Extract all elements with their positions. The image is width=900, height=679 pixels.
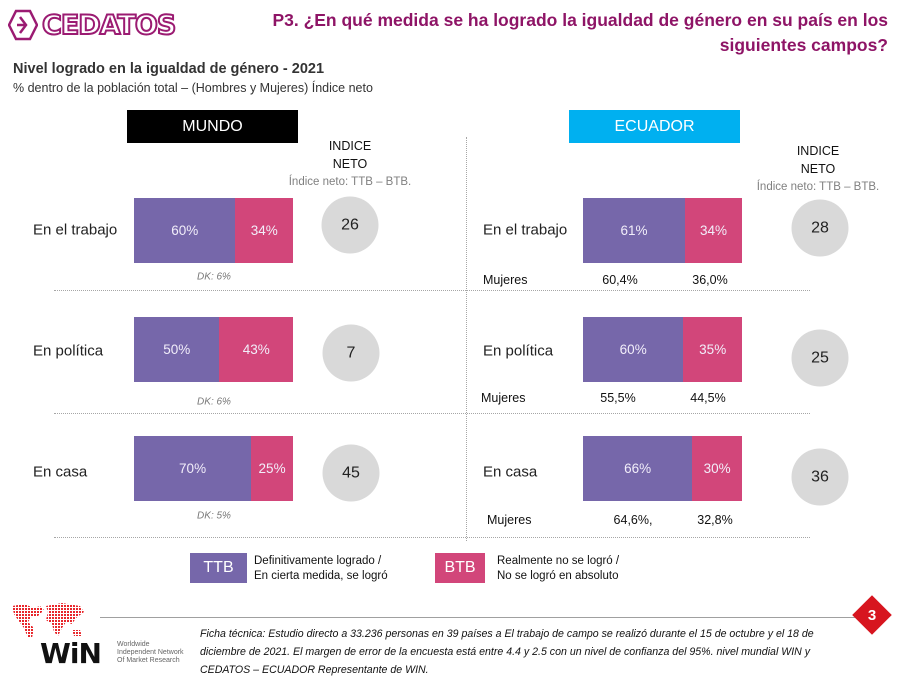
legend-text-line1: Definitivamente logrado /: [254, 555, 382, 567]
stacked-bar: 60 35: [583, 317, 742, 382]
bar-segment-btb: 34: [685, 198, 742, 263]
bar-label-ttb: 70: [179, 461, 206, 476]
category-label: En casa: [483, 463, 538, 481]
bar-label-ttb: 60: [620, 342, 647, 357]
net-index-circle: 7: [322, 324, 380, 382]
mujeres-btb-value: 32,8%: [697, 513, 733, 527]
category-label: En política: [33, 342, 104, 360]
mujeres-ttb-value: 60,4%: [602, 273, 638, 287]
net-index-circle: 36: [791, 448, 849, 506]
technical-note-line1: Ficha técnica: Estudio directo a 33.236 …: [200, 628, 814, 640]
win-logo-subtitle: Worldwide Independent Network Of Market …: [117, 641, 184, 664]
mujeres-btb-value: 36,0%: [692, 273, 728, 287]
category-label: En casa: [33, 463, 88, 481]
technical-note: Ficha técnica: Estudio directo a 33.236 …: [200, 625, 890, 679]
index-header-ecuador: INDICE NETO Índice neto: TTB – BTB.: [738, 142, 898, 196]
stacked-bar: 60 34: [134, 198, 293, 263]
category-label: En el trabajo: [483, 221, 568, 239]
technical-note-line3: CEDATOS – ECUADOR Representante de WIN.: [200, 664, 429, 676]
row-separator: [54, 413, 810, 414]
index-note: Índice neto: TTB – BTB.: [288, 176, 412, 188]
category-label: En el trabajo: [33, 221, 118, 239]
dk-note: DK: 6%: [197, 271, 231, 283]
legend-text-line1: Realmente no se logró /: [497, 555, 620, 567]
index-title-line1: INDICE: [328, 139, 372, 153]
mujeres-ttb-value: 55,5%: [600, 391, 636, 405]
chart-description: % dentro de la población total – (Hombre…: [13, 81, 373, 95]
row-separator: [54, 537, 810, 538]
panel-header-mundo: MUNDO: [127, 110, 298, 143]
row-separator: [54, 290, 810, 291]
mujeres-label: Mujeres: [483, 273, 528, 287]
win-logo: WiN: [40, 637, 102, 670]
bar-label-ttb: 60: [171, 223, 198, 238]
question-title-line2: siguientes campos?: [719, 35, 888, 55]
footer-divider: [100, 617, 860, 618]
index-header-mundo: INDICE NETO Índice neto: TTB – BTB.: [270, 137, 430, 191]
mujeres-btb-value: 44,5%: [690, 391, 726, 405]
legend-text-line2: En cierta medida, se logró: [254, 570, 388, 582]
bar-segment-btb: 43: [219, 317, 293, 382]
legend-swatch-ttb: TTB: [190, 553, 247, 583]
category-label: En política: [483, 342, 554, 360]
index-title-line2: NETO: [332, 157, 368, 171]
legend-text-line2: No se logró en absoluto: [497, 570, 619, 582]
bar-segment-btb: 35: [683, 317, 742, 382]
index-note: Índice neto: TTB – BTB.: [756, 181, 880, 193]
bar-label-btb: 34: [700, 223, 727, 238]
bar-label-btb: 30: [704, 461, 731, 476]
question-title-line1: P3. ¿En qué medida se ha logrado la igua…: [272, 10, 888, 30]
bar-segment-ttb: 60: [134, 198, 236, 263]
bar-segment-btb: 30: [692, 436, 742, 501]
cedatos-hexagon-icon: [8, 9, 38, 41]
index-title-line2: NETO: [800, 162, 836, 176]
page-number: 3: [867, 606, 877, 624]
mujeres-label: Mujeres: [487, 513, 532, 527]
stacked-bar: 66 30: [583, 436, 742, 501]
net-index-circle: 25: [791, 329, 849, 387]
dk-note: DK: 6%: [197, 396, 231, 408]
dk-note: DK: 5%: [197, 510, 231, 522]
bar-segment-ttb: 61: [583, 198, 686, 263]
bar-segment-ttb: 50: [134, 317, 220, 382]
index-title-line1: INDICE: [796, 144, 840, 158]
net-index-circle: 45: [322, 444, 380, 502]
cedatos-logo-text: CEDATOS: [41, 9, 177, 41]
bar-label-btb: 25: [259, 461, 286, 476]
bar-label-ttb: 61: [621, 223, 648, 238]
bar-segment-ttb: 66: [583, 436, 693, 501]
mujeres-ttb-value: 64,6%,: [613, 513, 653, 527]
bar-segment-ttb: 60: [583, 317, 684, 382]
legend-swatch-btb: BTB: [435, 553, 485, 583]
bar-label-btb: 35: [699, 342, 726, 357]
chart-title: Nivel logrado en la igualdad de género -…: [13, 61, 325, 77]
panel-header-ecuador: ECUADOR: [569, 110, 740, 143]
cedatos-logo: CEDATOS: [8, 7, 178, 43]
bar-label-ttb: 50: [163, 342, 190, 357]
bar-segment-btb: 25: [251, 436, 293, 501]
bar-label-btb: 43: [243, 342, 270, 357]
panel-separator: [466, 137, 467, 541]
legend-text-btb: Realmente no se logró / No se logró en a…: [497, 554, 619, 584]
mujeres-label: Mujeres: [481, 391, 526, 405]
bar-label-btb: 34: [251, 223, 278, 238]
question-title: P3. ¿En qué medida se ha logrado la igua…: [188, 8, 888, 58]
net-index-circle: 26: [321, 196, 379, 254]
stacked-bar: 70 25: [134, 436, 293, 501]
bar-segment-ttb: 70: [134, 436, 252, 501]
net-index-circle: 28: [791, 199, 849, 257]
stacked-bar: 61 34: [583, 198, 742, 263]
world-map-icon: [12, 603, 84, 638]
stacked-bar: 50 43: [134, 317, 293, 382]
bar-segment-btb: 34: [235, 198, 293, 263]
legend-text-ttb: Definitivamente logrado / En cierta medi…: [254, 554, 388, 584]
bar-label-ttb: 66: [624, 461, 651, 476]
technical-note-line2: diciembre de 2021. El margen de error de…: [200, 646, 811, 658]
